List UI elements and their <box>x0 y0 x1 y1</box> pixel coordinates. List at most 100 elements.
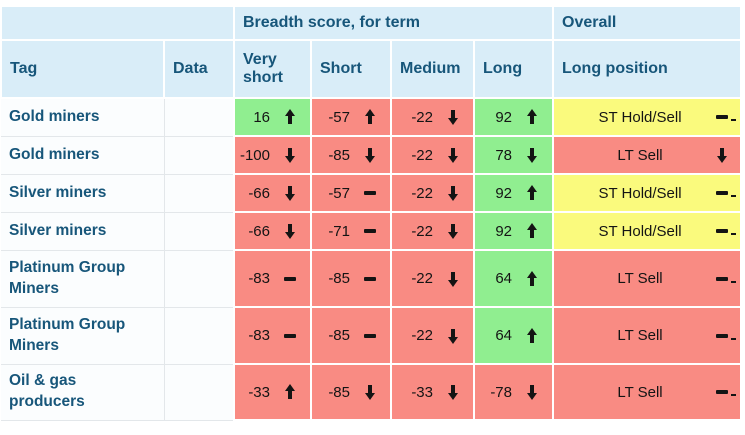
score-cell-medium: -22 <box>390 211 475 251</box>
score-cell-short: -71 <box>310 211 392 251</box>
score-cell-long: 92 <box>473 211 554 251</box>
overall-position-label: LT Sell <box>617 270 663 287</box>
overall-position-label: LT Sell <box>617 146 663 164</box>
score-cell-short: -85 <box>310 249 392 308</box>
table-row: Oil & gas producers -33 -85 -33 -78 LT S… <box>1 363 742 421</box>
data-cell <box>163 306 235 365</box>
score-value: -85 <box>328 146 350 164</box>
score-value: 64 <box>495 270 512 287</box>
score-value: -57 <box>328 108 350 126</box>
overall-position-label: ST Hold/Sell <box>598 184 682 202</box>
score-cell-long: 64 <box>473 249 554 308</box>
score-value: -66 <box>248 184 270 202</box>
table-row: Gold miners -100 -85 -22 78 LT Sell <box>1 135 742 175</box>
score-cell-short: -57 <box>310 97 392 137</box>
trend-icon <box>446 109 460 125</box>
score-cell-medium: -22 <box>390 97 475 137</box>
score-value: -83 <box>248 270 270 287</box>
breadth-score-table: Breadth score, for term Overall Tag Data… <box>0 5 742 421</box>
data-cell <box>163 173 235 213</box>
trend-icon <box>715 223 736 239</box>
score-cell-long: 92 <box>473 97 554 137</box>
trend-icon <box>715 328 736 344</box>
trend-icon <box>446 185 460 201</box>
score-value: -85 <box>328 327 350 344</box>
group-header-row: Breadth score, for term Overall <box>0 5 742 41</box>
column-header-short: Short <box>310 39 392 99</box>
table-row: Platinum Group Miners -83 -85 -22 64 LT … <box>1 306 742 365</box>
score-value: -78 <box>490 383 512 401</box>
score-value: 92 <box>495 184 512 202</box>
data-cell <box>163 363 235 421</box>
column-header-long: Long <box>473 39 554 99</box>
score-cell-long: -78 <box>473 363 554 421</box>
tag-cell: Oil & gas producers <box>1 363 165 421</box>
score-cell-very-short: -66 <box>233 211 312 251</box>
trend-icon <box>363 147 377 163</box>
trend-icon <box>715 147 729 163</box>
column-header-long-position: Long position <box>552 39 742 99</box>
score-cell-medium: -33 <box>390 363 475 421</box>
data-cell <box>163 97 235 137</box>
score-value: -85 <box>328 383 350 401</box>
trend-icon <box>715 271 736 287</box>
tag-cell: Silver miners <box>1 173 165 213</box>
overall-position-cell: LT Sell <box>552 249 742 308</box>
trend-icon <box>363 223 377 239</box>
score-value: 78 <box>495 146 512 164</box>
score-value: -85 <box>328 270 350 287</box>
score-value: -22 <box>411 327 433 344</box>
score-cell-medium: -22 <box>390 135 475 175</box>
table-row: Silver miners -66 -71 -22 92 ST Hold/Sel… <box>1 211 742 251</box>
score-value: -22 <box>411 146 433 164</box>
score-value: 16 <box>253 108 270 126</box>
table-row: Silver miners -66 -57 -22 92 ST Hold/Sel… <box>1 173 742 213</box>
trend-icon <box>283 328 297 344</box>
column-header-data: Data <box>163 39 235 99</box>
trend-icon <box>446 271 460 287</box>
group-header-overall: Overall <box>552 5 742 41</box>
table-row: Platinum Group Miners -83 -85 -22 64 LT … <box>1 249 742 308</box>
trend-icon <box>715 109 736 125</box>
score-value: 92 <box>495 222 512 240</box>
score-value: 64 <box>495 327 512 344</box>
score-cell-medium: -22 <box>390 249 475 308</box>
trend-icon <box>446 223 460 239</box>
score-cell-very-short: -83 <box>233 306 312 365</box>
score-value: -57 <box>328 184 350 202</box>
score-value: -33 <box>411 383 433 401</box>
score-value: -22 <box>411 222 433 240</box>
table-row: Gold miners 16 -57 -22 92 ST Hold/Sell <box>1 97 742 137</box>
score-value: -71 <box>328 222 350 240</box>
trend-icon <box>525 384 539 400</box>
trend-icon <box>363 384 377 400</box>
score-cell-very-short: 16 <box>233 97 312 137</box>
column-header-medium: Medium <box>390 39 475 99</box>
tag-cell: Platinum Group Miners <box>1 306 165 365</box>
score-cell-very-short: -66 <box>233 173 312 213</box>
trend-icon <box>525 327 539 344</box>
score-cell-medium: -22 <box>390 306 475 365</box>
trend-icon <box>283 147 297 163</box>
overall-position-cell: ST Hold/Sell <box>552 97 742 137</box>
overall-position-cell: ST Hold/Sell <box>552 173 742 213</box>
tag-cell: Gold miners <box>1 135 165 175</box>
data-cell <box>163 249 235 308</box>
trend-icon <box>446 384 460 400</box>
score-cell-very-short: -33 <box>233 363 312 421</box>
score-cell-medium: -22 <box>390 173 475 213</box>
trend-icon <box>363 185 377 201</box>
overall-position-cell: ST Hold/Sell <box>552 211 742 251</box>
tag-cell: Platinum Group Miners <box>1 249 165 308</box>
column-header-tag: Tag <box>0 39 165 99</box>
trend-icon <box>446 147 460 163</box>
score-value: -22 <box>411 184 433 202</box>
overall-position-label: ST Hold/Sell <box>598 222 682 240</box>
trend-icon <box>363 328 377 344</box>
score-value: -22 <box>411 270 433 287</box>
trend-icon <box>283 271 297 287</box>
score-value: 92 <box>495 108 512 126</box>
group-header-breadth-score: Breadth score, for term <box>233 5 554 41</box>
data-cell <box>163 211 235 251</box>
trend-icon <box>715 185 736 201</box>
